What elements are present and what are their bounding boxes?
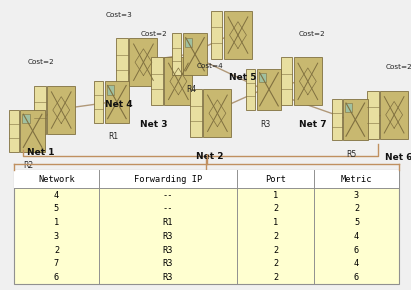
FancyBboxPatch shape [259, 73, 266, 82]
Text: Cost=2: Cost=2 [28, 59, 55, 65]
Text: 7: 7 [54, 259, 59, 268]
FancyBboxPatch shape [105, 81, 129, 123]
FancyBboxPatch shape [211, 11, 222, 59]
Text: Net 3: Net 3 [141, 119, 168, 129]
FancyBboxPatch shape [21, 110, 45, 151]
FancyBboxPatch shape [34, 86, 46, 134]
Text: R3: R3 [260, 119, 270, 129]
Text: 4: 4 [354, 259, 359, 268]
FancyBboxPatch shape [129, 38, 157, 86]
Text: Cost=3: Cost=3 [106, 12, 133, 17]
Text: 3: 3 [54, 232, 59, 241]
FancyBboxPatch shape [257, 69, 281, 110]
Text: 2: 2 [354, 204, 359, 213]
Text: Forwarding IP: Forwarding IP [134, 175, 202, 184]
Text: R3: R3 [163, 246, 173, 255]
FancyBboxPatch shape [164, 57, 192, 105]
Text: Metric: Metric [341, 175, 372, 184]
Text: R2: R2 [24, 161, 34, 170]
FancyBboxPatch shape [203, 89, 231, 137]
Text: Network: Network [38, 175, 75, 184]
FancyBboxPatch shape [190, 89, 202, 137]
Text: 2: 2 [54, 246, 59, 255]
Text: 1: 1 [273, 218, 278, 227]
Text: Net 1: Net 1 [28, 148, 55, 157]
Text: Port: Port [265, 175, 286, 184]
Text: Cost=2: Cost=2 [141, 31, 168, 37]
FancyBboxPatch shape [332, 99, 342, 140]
FancyBboxPatch shape [172, 34, 181, 75]
Text: 2: 2 [273, 273, 278, 282]
Text: Net 7: Net 7 [298, 119, 326, 129]
FancyBboxPatch shape [47, 86, 75, 134]
Text: 5: 5 [354, 218, 359, 227]
FancyBboxPatch shape [106, 86, 114, 95]
Text: Net 2: Net 2 [196, 151, 223, 161]
Text: Cost=2: Cost=2 [299, 31, 326, 37]
FancyBboxPatch shape [14, 170, 399, 284]
FancyBboxPatch shape [185, 38, 192, 47]
Text: R5: R5 [346, 150, 356, 159]
FancyBboxPatch shape [9, 110, 19, 151]
FancyBboxPatch shape [380, 91, 408, 139]
FancyBboxPatch shape [294, 57, 322, 105]
Text: --: -- [163, 191, 173, 200]
Text: 2: 2 [273, 232, 278, 241]
FancyBboxPatch shape [345, 103, 352, 112]
Text: 2: 2 [273, 246, 278, 255]
FancyBboxPatch shape [246, 69, 255, 110]
FancyBboxPatch shape [367, 91, 379, 139]
Text: Cost=4: Cost=4 [196, 63, 223, 68]
FancyBboxPatch shape [94, 81, 103, 123]
Text: 5: 5 [54, 204, 59, 213]
FancyBboxPatch shape [183, 34, 207, 75]
FancyBboxPatch shape [22, 114, 30, 123]
FancyBboxPatch shape [280, 57, 292, 105]
FancyBboxPatch shape [343, 99, 367, 140]
FancyBboxPatch shape [151, 57, 163, 105]
Text: 3: 3 [354, 191, 359, 200]
Text: --: -- [163, 204, 173, 213]
Text: 6: 6 [354, 246, 359, 255]
Text: 4: 4 [54, 191, 59, 200]
Text: 1: 1 [273, 191, 278, 200]
Text: 6: 6 [54, 273, 59, 282]
Text: Net 4: Net 4 [105, 101, 133, 110]
Text: R3: R3 [163, 259, 173, 268]
Text: 2: 2 [273, 259, 278, 268]
Text: 1: 1 [54, 218, 59, 227]
Text: 4: 4 [354, 232, 359, 241]
Text: Net 5: Net 5 [229, 73, 256, 82]
FancyBboxPatch shape [14, 170, 399, 188]
Text: 6: 6 [354, 273, 359, 282]
Text: R1: R1 [163, 218, 173, 227]
FancyBboxPatch shape [224, 11, 252, 59]
Text: 2: 2 [273, 204, 278, 213]
Text: Cost=2: Cost=2 [385, 64, 411, 70]
FancyBboxPatch shape [116, 38, 128, 86]
Text: R3: R3 [163, 273, 173, 282]
Text: R1: R1 [108, 132, 118, 142]
Text: R3: R3 [163, 232, 173, 241]
Text: Net 6: Net 6 [385, 153, 411, 162]
Text: R4: R4 [186, 85, 196, 94]
